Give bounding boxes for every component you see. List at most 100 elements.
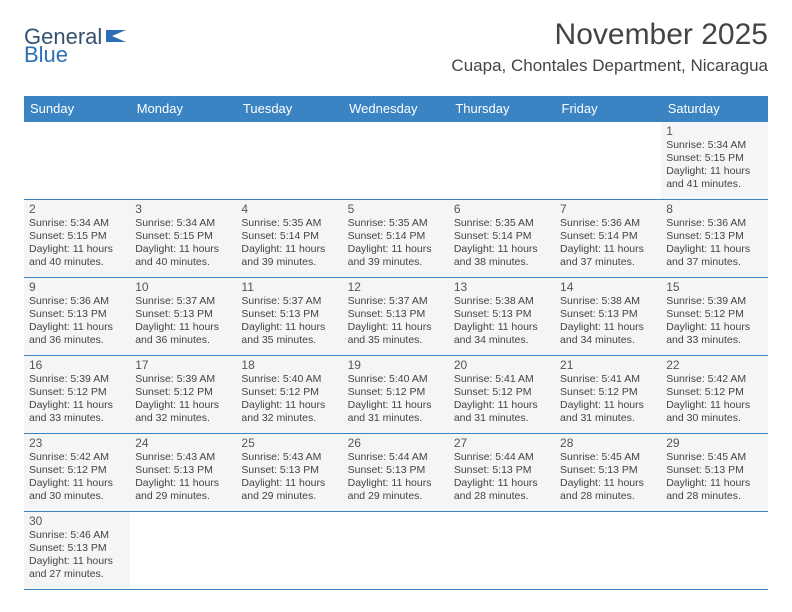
calendar-row: 16Sunrise: 5:39 AMSunset: 5:12 PMDayligh… [24,356,768,434]
sunrise-text: Sunrise: 5:36 AM [560,217,656,230]
sunrise-text: Sunrise: 5:36 AM [29,295,125,308]
day-cell: 22Sunrise: 5:42 AMSunset: 5:12 PMDayligh… [661,356,767,434]
daylight-text: Daylight: 11 hours and 31 minutes. [454,399,550,425]
sunrise-text: Sunrise: 5:39 AM [29,373,125,386]
sunrise-text: Sunrise: 5:37 AM [241,295,337,308]
sunrise-text: Sunrise: 5:38 AM [560,295,656,308]
day-cell: 17Sunrise: 5:39 AMSunset: 5:12 PMDayligh… [130,356,236,434]
daylight-text: Daylight: 11 hours and 32 minutes. [241,399,337,425]
daylight-text: Daylight: 11 hours and 38 minutes. [454,243,550,269]
sunrise-text: Sunrise: 5:46 AM [29,529,125,542]
sunset-text: Sunset: 5:12 PM [29,464,125,477]
empty-cell [24,122,130,200]
daylight-text: Daylight: 11 hours and 34 minutes. [454,321,550,347]
sunrise-text: Sunrise: 5:38 AM [454,295,550,308]
sunrise-text: Sunrise: 5:40 AM [348,373,444,386]
day-number: 25 [241,436,337,450]
day-cell: 16Sunrise: 5:39 AMSunset: 5:12 PMDayligh… [24,356,130,434]
sunrise-text: Sunrise: 5:42 AM [666,373,762,386]
sunrise-text: Sunrise: 5:35 AM [454,217,550,230]
day-cell: 3Sunrise: 5:34 AMSunset: 5:15 PMDaylight… [130,200,236,278]
day-number: 20 [454,358,550,372]
day-cell: 30Sunrise: 5:46 AMSunset: 5:13 PMDayligh… [24,512,130,590]
day-number: 7 [560,202,656,216]
day-cell: 9Sunrise: 5:36 AMSunset: 5:13 PMDaylight… [24,278,130,356]
day-cell: 21Sunrise: 5:41 AMSunset: 5:12 PMDayligh… [555,356,661,434]
sunset-text: Sunset: 5:13 PM [454,308,550,321]
empty-cell [236,122,342,200]
day-cell: 11Sunrise: 5:37 AMSunset: 5:13 PMDayligh… [236,278,342,356]
calendar-body: 1 Sunrise: 5:34 AM Sunset: 5:15 PM Daylight… [24,122,768,590]
sunrise-text: Sunrise: 5:41 AM [560,373,656,386]
brand-text-2: Blue [24,42,68,68]
calendar-row: 9Sunrise: 5:36 AMSunset: 5:13 PMDaylight… [24,278,768,356]
daylight-text: Daylight: 11 hours and 28 minutes. [454,477,550,503]
day-number: 13 [454,280,550,294]
sunrise-text: Sunrise: 5:39 AM [666,295,762,308]
day-cell: 28Sunrise: 5:45 AMSunset: 5:13 PMDayligh… [555,434,661,512]
sunset-text: Sunset: 5:13 PM [29,542,125,555]
day-number: 14 [560,280,656,294]
calendar-row: 1Sunrise: 5:34 AMSunset: 5:15 PMDaylight… [24,122,768,200]
weekday-header: Sunday [24,96,130,122]
empty-cell [555,122,661,200]
calendar-row: 30Sunrise: 5:46 AMSunset: 5:13 PMDayligh… [24,512,768,590]
day-number: 3 [135,202,231,216]
day-number: 5 [348,202,444,216]
sunset-text: Sunset: 5:12 PM [666,308,762,321]
empty-cell [343,122,449,200]
day-number: 1 [666,124,762,138]
day-number: 15 [666,280,762,294]
day-cell: 18Sunrise: 5:40 AMSunset: 5:12 PMDayligh… [236,356,342,434]
weekday-header: Tuesday [236,96,342,122]
sunrise-text: Sunrise: 5:44 AM [348,451,444,464]
sunrise-text: Sunrise: 5:40 AM [241,373,337,386]
daylight-text: Daylight: 11 hours and 40 minutes. [29,243,125,269]
weekday-header: Saturday [661,96,767,122]
day-cell: 5Sunrise: 5:35 AMSunset: 5:14 PMDaylight… [343,200,449,278]
day-cell: 19Sunrise: 5:40 AMSunset: 5:12 PMDayligh… [343,356,449,434]
day-number: 16 [29,358,125,372]
daylight-text: Daylight: 11 hours and 39 minutes. [348,243,444,269]
day-number: 10 [135,280,231,294]
empty-cell [343,512,449,590]
daylight-text: Daylight: 11 hours and 36 minutes. [135,321,231,347]
location-text: Cuapa, Chontales Department, Nicaragua [451,56,768,76]
sunset-text: Sunset: 5:13 PM [348,464,444,477]
calendar-table: Sunday Monday Tuesday Wednesday Thursday… [24,96,768,590]
sunset-text: Sunset: 5:15 PM [666,152,762,165]
day-cell: 23Sunrise: 5:42 AMSunset: 5:12 PMDayligh… [24,434,130,512]
weekday-header-row: Sunday Monday Tuesday Wednesday Thursday… [24,96,768,122]
day-number: 29 [666,436,762,450]
sunset-text: Sunset: 5:13 PM [666,230,762,243]
daylight-text: Daylight: 11 hours and 28 minutes. [666,477,762,503]
sunset-text: Sunset: 5:12 PM [560,386,656,399]
day-cell: 29Sunrise: 5:45 AMSunset: 5:13 PMDayligh… [661,434,767,512]
sunrise-text: Sunrise: 5:45 AM [560,451,656,464]
day-cell: 15Sunrise: 5:39 AMSunset: 5:12 PMDayligh… [661,278,767,356]
calendar-row: 2Sunrise: 5:34 AMSunset: 5:15 PMDaylight… [24,200,768,278]
sunset-text: Sunset: 5:13 PM [560,464,656,477]
sunrise-text: Sunrise: 5:34 AM [135,217,231,230]
sunset-text: Sunset: 5:13 PM [135,464,231,477]
daylight-text: Daylight: 11 hours and 30 minutes. [29,477,125,503]
sunset-text: Sunset: 5:12 PM [666,386,762,399]
daylight-text: Daylight: 11 hours and 33 minutes. [29,399,125,425]
sunset-text: Sunset: 5:14 PM [560,230,656,243]
daylight-text: Daylight: 11 hours and 27 minutes. [29,555,125,581]
sunrise-text: Sunrise: 5:42 AM [29,451,125,464]
sunset-text: Sunset: 5:13 PM [454,464,550,477]
sunset-text: Sunset: 5:12 PM [454,386,550,399]
sunset-text: Sunset: 5:12 PM [135,386,231,399]
daylight-text: Daylight: 11 hours and 31 minutes. [348,399,444,425]
daylight-text: Daylight: 11 hours and 34 minutes. [560,321,656,347]
sunset-text: Sunset: 5:12 PM [241,386,337,399]
calendar-row: 23Sunrise: 5:42 AMSunset: 5:12 PMDayligh… [24,434,768,512]
flag-icon [106,24,128,50]
day-number: 26 [348,436,444,450]
daylight-text: Daylight: 11 hours and 33 minutes. [666,321,762,347]
month-title: November 2025 [451,18,768,52]
day-cell: 8Sunrise: 5:36 AMSunset: 5:13 PMDaylight… [661,200,767,278]
sunrise-text: Sunrise: 5:35 AM [241,217,337,230]
sunset-text: Sunset: 5:13 PM [241,308,337,321]
